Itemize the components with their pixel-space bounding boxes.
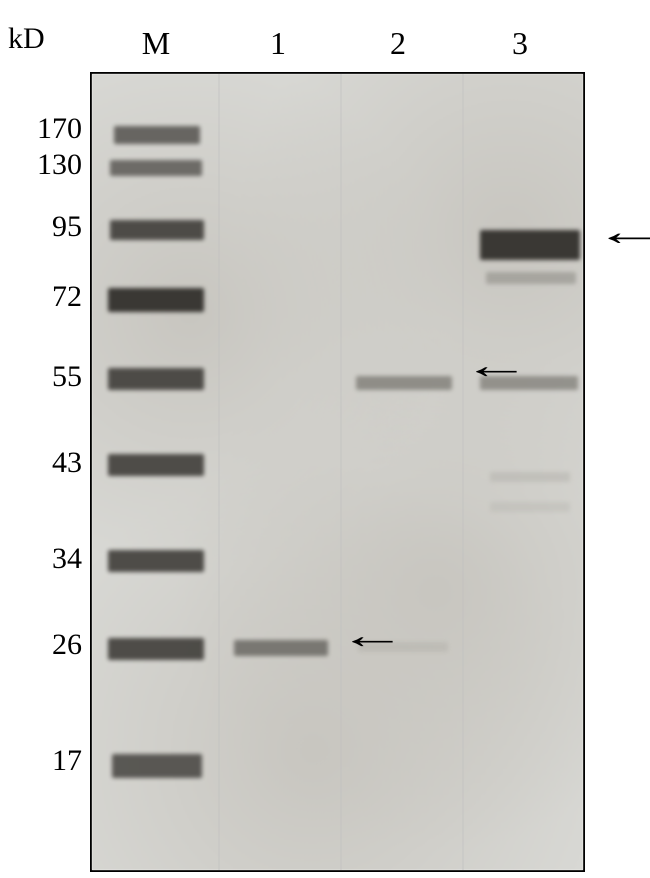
sample-band-0: [234, 640, 328, 656]
mw-label-34: 34: [0, 542, 82, 576]
ladder-band-8: [112, 754, 202, 778]
band-arrow-2: ←: [594, 212, 650, 252]
mw-label-130: 130: [0, 148, 82, 182]
lane-label-1: 1: [258, 25, 298, 62]
band-arrow-1: ←: [462, 347, 530, 385]
axis-unit-label: kD: [8, 22, 45, 56]
sample-band-7: [490, 502, 570, 512]
lane-divider-3: [462, 74, 464, 870]
mw-label-55: 55: [0, 360, 82, 394]
mw-label-17: 17: [0, 744, 82, 778]
mw-label-170: 170: [0, 112, 82, 146]
ladder-band-2: [110, 220, 204, 240]
ladder-band-0: [114, 126, 200, 144]
sample-band-3: [480, 230, 580, 260]
mw-label-72: 72: [0, 280, 82, 314]
ladder-band-7: [108, 638, 204, 660]
band-arrow-0: ←: [338, 617, 406, 655]
lane-divider-2: [340, 74, 342, 870]
sample-band-1: [356, 376, 452, 390]
lane-label-3: 3: [500, 25, 540, 62]
ladder-band-3: [108, 288, 204, 312]
ladder-band-5: [108, 454, 204, 476]
lane-label-2: 2: [378, 25, 418, 62]
blot-frame: [90, 72, 585, 872]
lane-divider-1: [218, 74, 220, 870]
ladder-band-1: [110, 160, 202, 176]
ladder-band-6: [108, 550, 204, 572]
mw-label-95: 95: [0, 210, 82, 244]
ladder-band-4: [108, 368, 204, 390]
mw-label-26: 26: [0, 628, 82, 662]
mw-label-43: 43: [0, 446, 82, 480]
lane-label-M: M: [136, 25, 176, 62]
sample-band-6: [490, 472, 570, 482]
sample-band-4: [486, 272, 576, 284]
